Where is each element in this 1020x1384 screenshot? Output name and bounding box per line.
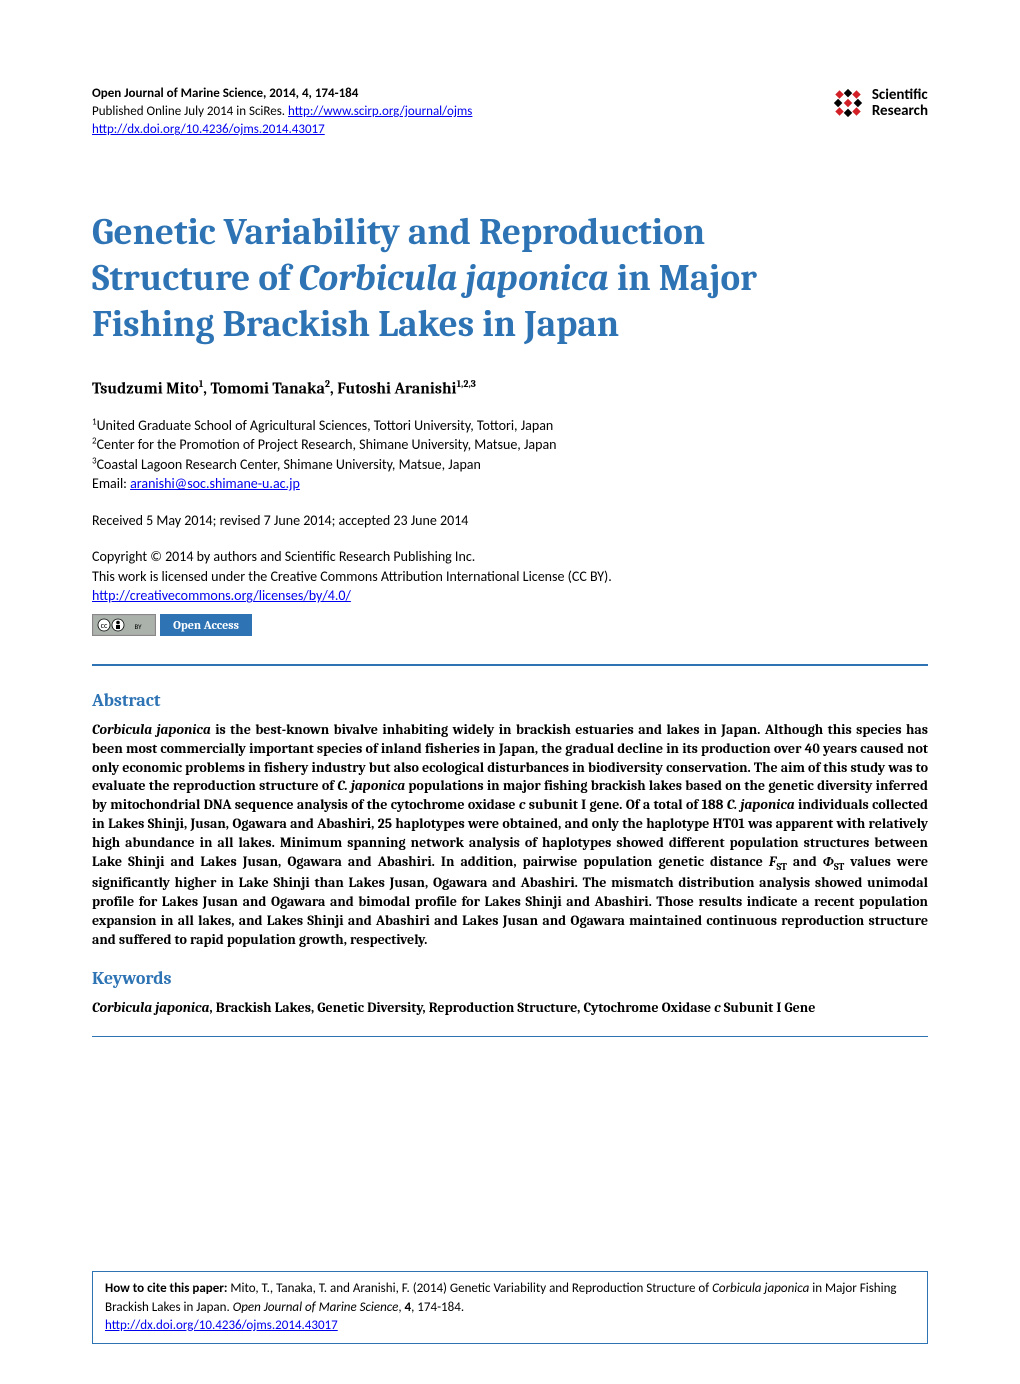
divider-bottom [92,1036,928,1037]
cc-by-badge-icon: cc BY [92,614,156,636]
keywords-heading: Keywords [92,968,928,989]
authors: Tsudzumi Mito1, Tomomi Tanaka2, Futoshi … [92,378,928,397]
keywords-text: Corbicula japonica, Brackish Lakes, Gene… [92,999,928,1018]
affiliation-1: 1United Graduate School of Agricultural … [92,416,928,436]
dates: Received 5 May 2014; revised 7 June 2014… [92,512,928,529]
svg-text:BY: BY [134,622,142,631]
doi-link[interactable]: http://dx.doi.org/10.4236/ojms.2014.4301… [92,122,325,137]
email-link[interactable]: aranishi@soc.shimane-u.ac.jp [130,475,300,492]
logo-text: Scientific Research [872,87,928,120]
affiliation-2: 2Center for the Promotion of Project Res… [92,435,928,455]
citation-box: How to cite this paper: Mito, T., Tanaka… [92,1271,928,1344]
paper-title: Genetic Variability and Reproduction Str… [92,210,928,349]
affiliation-3: 3Coastal Lagoon Research Center, Shimane… [92,455,928,475]
copyright-line1: Copyright © 2014 by authors and Scientif… [92,547,928,567]
abstract-text: Corbicula japonica is the best-known biv… [92,721,928,950]
publisher-logo: Scientific Research [830,85,928,121]
svg-text:cc: cc [101,621,108,631]
citation-label: How to cite this paper: [105,1281,227,1296]
published-line: Published Online July 2014 in SciRes. ht… [92,103,472,121]
copyright-line2: This work is licensed under the Creative… [92,567,928,587]
journal-url-link[interactable]: http://www.scirp.org/journal/ojms [288,104,472,119]
badges: cc BY Open Access [92,614,928,636]
header-meta: Open Journal of Marine Science, 2014, 4,… [92,85,472,140]
email-line: Email: aranishi@soc.shimane-u.ac.jp [92,474,928,494]
copyright-section: Copyright © 2014 by authors and Scientif… [92,547,928,606]
divider-top [92,664,928,666]
abstract-heading: Abstract [92,690,928,711]
open-access-badge: Open Access [160,614,252,636]
doi-line: http://dx.doi.org/10.4236/ojms.2014.4301… [92,121,472,139]
logo-icon [830,85,866,121]
cc-license-link[interactable]: http://creativecommons.org/licenses/by/4… [92,587,351,604]
affiliations: 1United Graduate School of Agricultural … [92,416,928,494]
header-section: Open Journal of Marine Science, 2014, 4,… [92,85,928,140]
journal-line: Open Journal of Marine Science, 2014, 4,… [92,85,472,103]
citation-doi-link[interactable]: http://dx.doi.org/10.4236/ojms.2014.4301… [105,1318,338,1333]
